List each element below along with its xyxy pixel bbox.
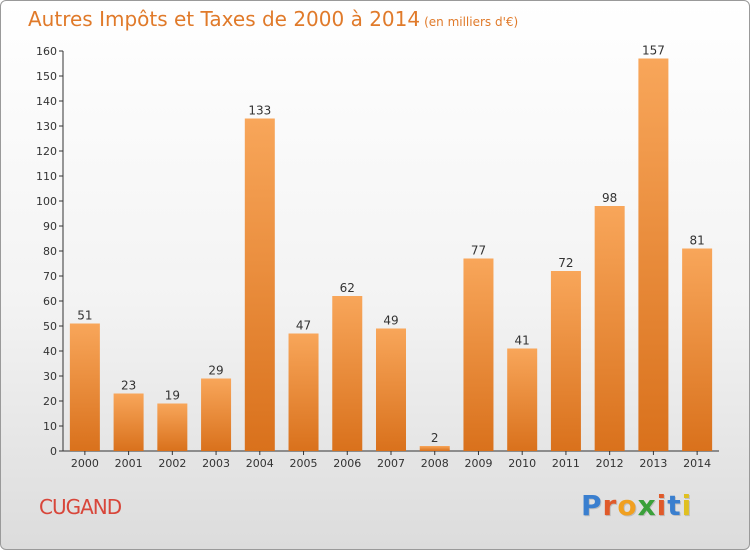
data-label-2009: 77 [471,244,486,258]
data-label-2003: 29 [208,364,223,378]
x-tick-label: 2004 [246,457,274,470]
logo-letter: o [617,489,638,522]
chart-unit: (en milliers d'€) [424,15,519,29]
x-tick-label: 2013 [639,457,667,470]
bars [69,58,713,451]
proxiti-logo[interactable]: Proxiti [581,489,692,522]
x-tick-label: 2009 [464,457,492,470]
bar-2006 [332,296,363,451]
y-tick-label: 140 [36,95,57,108]
data-labels: 51 23 19 29 133 47 62 49 2 77 41 72 98 157 81 [77,44,705,446]
y-tick-label: 30 [43,370,57,383]
y-tick-label: 50 [43,320,57,333]
bar-2008 [419,446,450,451]
data-label-2012: 98 [602,191,617,205]
y-tick-label: 20 [43,395,57,408]
data-label-2010: 41 [515,334,530,348]
logo-letter: t [667,489,682,522]
y-tick-label: 10 [43,420,57,433]
x-tick-label: 2000 [71,457,99,470]
data-label-2005: 47 [296,319,311,333]
data-label-2014: 81 [689,234,704,248]
bar-2011 [550,271,581,451]
bar-2009 [463,258,494,451]
commune-name: CUGAND [39,495,122,519]
x-tick-label: 2001 [115,457,143,470]
y-tick-label: 160 [36,45,57,58]
x-tick-label: 2006 [333,457,361,470]
y-tick-label: 80 [43,245,57,258]
y-tick-label: 100 [36,195,57,208]
bar-2005 [288,333,319,451]
x-tick-label: 2005 [290,457,318,470]
logo-letter: P [581,489,603,522]
bar-2004 [244,118,275,451]
data-label-2013: 157 [642,44,665,58]
y-tick-label: 70 [43,270,57,283]
y-tick-label: 150 [36,70,57,83]
bar-2000 [69,323,100,451]
x-tick-label: 2011 [552,457,580,470]
x-axis: 2000 2001 2002 2003 2004 2005 2006 2007 2008 2009… [63,450,719,470]
bar-2003 [201,378,232,451]
x-tick-label: 2003 [202,457,230,470]
bar-2001 [113,393,144,451]
y-tick-label: 60 [43,295,57,308]
y-tick-label: 90 [43,220,57,233]
bar-2014 [682,248,713,451]
data-label-2011: 72 [558,256,573,270]
y-tick-label: 120 [36,145,57,158]
chart-title: Autres Impôts et Taxes de 2000 à 2014 (en… [28,7,518,31]
logo-letter: x [637,489,657,522]
x-tick-label: 2007 [377,457,405,470]
y-tick-label: 110 [36,170,57,183]
bar-2007 [376,328,406,451]
x-tick-label: 2014 [683,457,711,470]
data-label-2004: 133 [248,104,271,118]
data-label-2008: 2 [431,431,439,445]
bar-2013 [638,58,669,451]
chart-title-text: Autres Impôts et Taxes de 2000 à 2014 [28,7,421,31]
data-label-2007: 49 [383,314,398,328]
bar-2002 [157,403,188,451]
y-axis: 0 10 20 30 40 50 60 70 80 90 100 110 120 130 140 150 160 [36,45,64,458]
x-tick-label: 2010 [508,457,536,470]
logo-letter: i [681,489,693,522]
data-label-2000: 51 [77,309,92,323]
bar-2010 [507,348,538,451]
logo-letter: r [602,489,618,522]
x-tick-label: 2012 [596,457,624,470]
x-tick-label: 2002 [158,457,186,470]
y-tick-label: 130 [36,120,57,133]
data-label-2001: 23 [121,379,136,393]
data-label-2002: 19 [165,389,180,403]
logo-letter: i [656,489,668,522]
y-tick-label: 0 [50,445,57,458]
x-tick-label: 2008 [421,457,449,470]
data-label-2006: 62 [340,281,355,295]
bar-2012 [594,206,625,451]
y-tick-label: 40 [43,345,57,358]
